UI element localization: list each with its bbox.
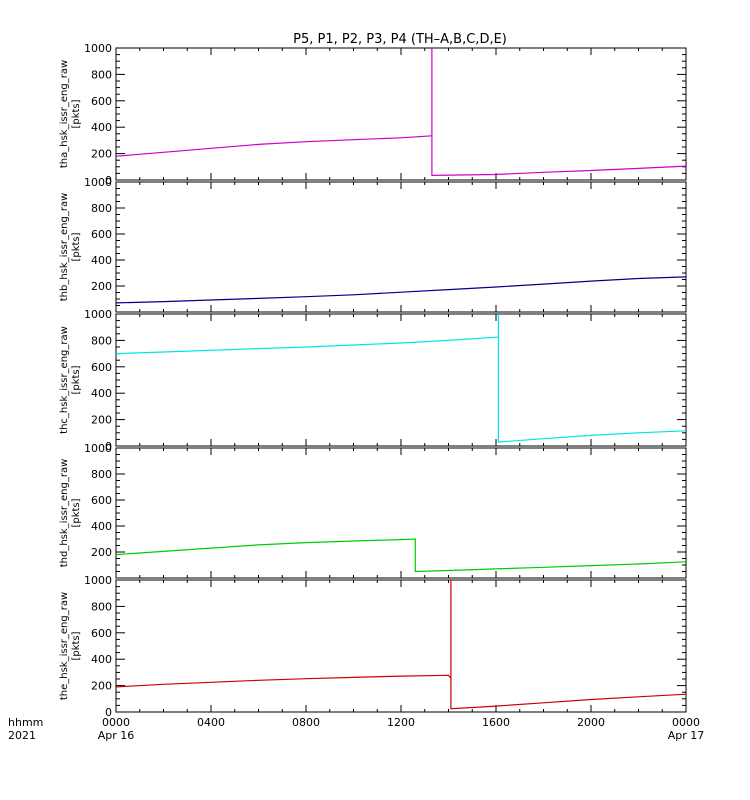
y-tick-label: 200 <box>91 280 112 293</box>
series-line-1 <box>115 48 687 177</box>
y-tick-label: 200 <box>91 414 112 427</box>
y-tick-label: 0 <box>105 706 112 719</box>
x-tick-label: 1600 <box>482 716 510 729</box>
chart-title: P5, P1, P2, P3, P4 (TH–A,B,C,D,E) <box>293 32 507 47</box>
y-tick-label: 200 <box>91 546 112 559</box>
y-axis-unit: [pkts] <box>71 498 82 527</box>
panel-4: 200 400 600 800 1000 thd_hsk_issr_eng_raw [pkt… <box>59 442 687 579</box>
series-line-3 <box>115 314 687 443</box>
y-axis-label: thc_hsk_issr_eng_raw <box>59 326 70 434</box>
y-tick-label: 1000 <box>84 176 112 189</box>
y-axis-label: tha_hsk_issr_eng_raw <box>59 60 70 168</box>
series-line-5 <box>115 580 687 710</box>
x-tick-label: 0400 <box>197 716 225 729</box>
y-axis-label: the_hsk_issr_eng_raw <box>59 592 70 700</box>
y-tick-label: 200 <box>91 148 112 161</box>
y-tick-label: 800 <box>91 334 112 347</box>
y-axis-unit: [pkts] <box>71 99 82 128</box>
y-tick-label: 1000 <box>84 42 112 55</box>
series-line-2 <box>115 276 687 304</box>
x-tick-label: 2000 <box>577 716 605 729</box>
y-tick-label: 400 <box>91 254 112 267</box>
series-line-4 <box>115 538 687 573</box>
y-axis-label: thd_hsk_issr_eng_raw <box>59 459 70 568</box>
y-tick-label: 400 <box>91 520 112 533</box>
y-tick-label: 800 <box>91 600 112 613</box>
panel-frame <box>115 447 687 579</box>
y-axis-label: thb_hsk_issr_eng_raw <box>59 193 70 302</box>
y-tick-label: 1000 <box>84 308 112 321</box>
y-tick-label: 600 <box>91 494 112 507</box>
y-tick-label: 400 <box>91 121 112 134</box>
panel-2: 200 400 600 800 1000 thb_hsk_issr_eng_raw [pkt… <box>59 176 687 313</box>
y-tick-label: 1000 <box>84 574 112 587</box>
x-date-label: Apr 17 <box>668 729 705 742</box>
y-tick-label: 600 <box>91 361 112 374</box>
y-tick-label: 0 <box>105 440 112 453</box>
x-axis-left-label-year: 2021 <box>8 729 36 742</box>
y-tick-label: 600 <box>91 627 112 640</box>
panel-1: 0 200 400 600 800 1000 tha_hsk_issr_eng_raw [pk… <box>59 42 687 187</box>
panel-5: 0 200 400 600 800 1000 the_hsk_issr_eng_raw [pk… <box>59 574 687 719</box>
x-tick-label: 0800 <box>292 716 320 729</box>
panel-frame <box>115 313 687 447</box>
y-tick-label: 800 <box>91 202 112 215</box>
y-axis-unit: [pkts] <box>71 232 82 261</box>
y-tick-label: 600 <box>91 228 112 241</box>
y-tick-label: 0 <box>105 174 112 187</box>
y-tick-label: 400 <box>91 387 112 400</box>
x-tick-label: 1200 <box>387 716 415 729</box>
y-tick-label: 800 <box>91 68 112 81</box>
panel-frame <box>115 47 687 181</box>
y-tick-label: 800 <box>91 468 112 481</box>
panel-frame <box>115 579 687 713</box>
y-axis-unit: [pkts] <box>71 631 82 660</box>
y-tick-label: 400 <box>91 653 112 666</box>
panel-3: 0 200 400 600 800 1000 thc_hsk_issr_eng_raw [pk… <box>59 308 687 453</box>
x-tick-label: 0000 <box>672 716 700 729</box>
y-tick-label: 1000 <box>84 442 112 455</box>
y-tick-label: 200 <box>91 680 112 693</box>
y-tick-label: 600 <box>91 95 112 108</box>
y-axis-unit: [pkts] <box>71 365 82 394</box>
x-tick-label: 0000 <box>102 716 130 729</box>
x-date-label: Apr 16 <box>98 729 135 742</box>
x-axis-left-label-hhmm: hhmm <box>8 716 43 729</box>
